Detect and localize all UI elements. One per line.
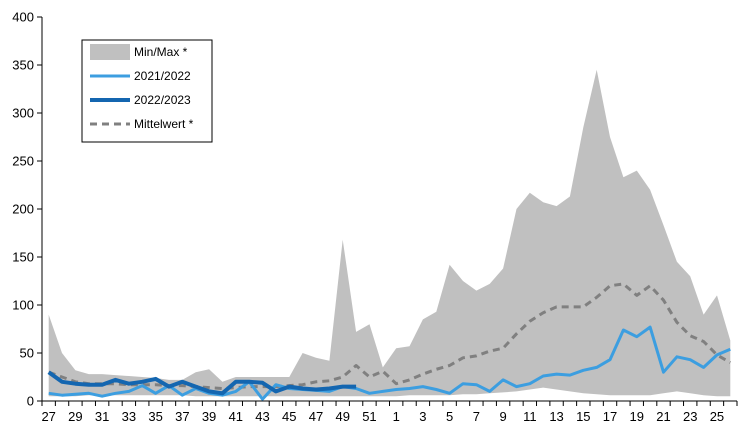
series-line-2022-2023 — [47, 370, 357, 396]
y-tick-labels: 0 50 100 150 200 250 300 350 400 — [12, 10, 34, 409]
y-tick-label: 300 — [12, 106, 34, 121]
x-tick-label: 15 — [576, 409, 590, 424]
x-tick-label: 21 — [656, 409, 670, 424]
x-tick-label: 39 — [202, 409, 216, 424]
legend-label-min-max: Min/Max * — [134, 45, 188, 59]
x-tick-label: 25 — [710, 409, 724, 424]
y-tick-label: 200 — [12, 202, 34, 217]
min-max-band — [48, 69, 731, 397]
x-tick-label: 17 — [603, 409, 617, 424]
x-tick-label: 51 — [362, 409, 376, 424]
x-tick-label: 35 — [148, 409, 162, 424]
x-tick-label: 19 — [630, 409, 644, 424]
legend-swatch-min-max — [90, 44, 130, 60]
legend-label-mittelwert: Mittelwert * — [134, 117, 194, 131]
x-tick-label: 13 — [549, 409, 563, 424]
series-line-mittelwert — [48, 282, 732, 390]
y-tick-label: 50 — [20, 346, 34, 361]
y-tick-label: 400 — [12, 10, 34, 25]
y-tick-label: 100 — [12, 298, 34, 313]
y-tick-label: 350 — [12, 58, 34, 73]
x-tick-label: 43 — [255, 409, 269, 424]
x-tick-label: 27 — [41, 409, 55, 424]
x-tick-label: 37 — [175, 409, 189, 424]
x-tick-label: 29 — [68, 409, 82, 424]
x-tick-labels: 27 29 31 33 35 37 39 41 43 45 47 49 51 1 3 5 7 9 11 13 15 17 1… — [41, 409, 724, 424]
x-tick-label: 45 — [282, 409, 296, 424]
y-tick-label: 0 — [27, 394, 34, 409]
x-tick-label: 41 — [229, 409, 243, 424]
legend-label-2022-2023: 2022/2023 — [134, 93, 191, 107]
x-tick-label: 7 — [473, 409, 480, 424]
series-lines — [47, 282, 732, 401]
x-tick-label: 5 — [446, 409, 453, 424]
x-tick-label: 3 — [419, 409, 426, 424]
legend: Min/Max * 2021/2022 2022/2023 Mittelwert… — [81, 39, 213, 143]
x-tick-label: 1 — [393, 409, 400, 424]
x-tick-label: 9 — [499, 409, 506, 424]
x-tick-label: 23 — [683, 409, 697, 424]
min-max-band-layer — [48, 69, 731, 397]
axes — [37, 16, 738, 406]
x-tick-label: 11 — [523, 409, 537, 424]
y-tick-label: 250 — [12, 154, 34, 169]
x-tick-label: 47 — [309, 409, 323, 424]
x-tick-label: 49 — [335, 409, 349, 424]
legend-label-2021-2022: 2021/2022 — [134, 69, 191, 83]
x-tick-label: 33 — [122, 409, 136, 424]
series-line-2021-2022 — [48, 325, 731, 401]
y-tick-label: 150 — [12, 250, 34, 265]
x-tick-label: 31 — [95, 409, 109, 424]
